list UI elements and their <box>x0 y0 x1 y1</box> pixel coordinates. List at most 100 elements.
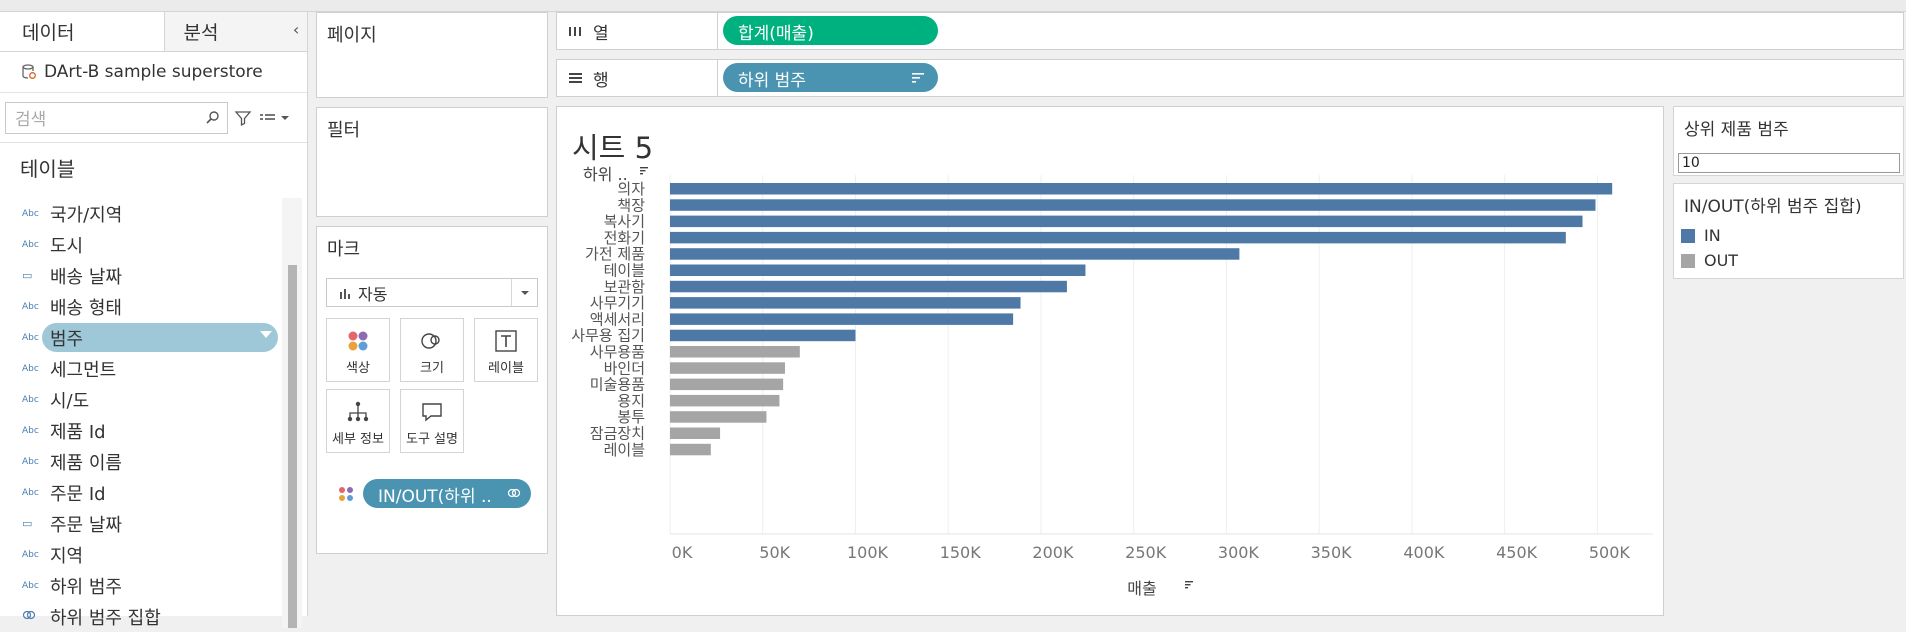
field-label: 도시 <box>50 235 84 257</box>
bar-17[interactable] <box>670 443 711 456</box>
y-category-label[interactable]: 잠금장치 <box>590 425 645 443</box>
sheet-title: 시트 5 <box>572 125 653 167</box>
field-label: 시/도 <box>50 390 90 412</box>
pages-card[interactable]: 페이지 <box>316 12 548 98</box>
bar-7[interactable] <box>670 280 1067 293</box>
field-item-state[interactable]: Abc 시/도 <box>0 384 282 415</box>
bar-6[interactable] <box>670 264 1086 277</box>
search-row: 검색 <box>0 93 307 143</box>
y-category-label[interactable]: 레이블 <box>604 441 645 459</box>
field-item-segment[interactable]: Abc 세그먼트 <box>0 353 282 384</box>
y-category-label[interactable]: 보관함 <box>604 278 646 296</box>
y-category-label[interactable]: 책장 <box>617 196 645 214</box>
legend-item-out[interactable]: OUT <box>1674 248 1903 273</box>
field-item-sub-category[interactable]: Abc 하위 범주 <box>0 570 282 601</box>
x-tick-label: 350K <box>1311 543 1353 562</box>
bar-11[interactable] <box>670 346 800 358</box>
field-item-order-date[interactable]: ▭ 주문 날짜 <box>0 508 282 539</box>
y-category-label[interactable]: 봉투 <box>617 408 645 426</box>
tooltip-button[interactable]: 도구 설명 <box>400 389 464 453</box>
y-category-label[interactable]: 사무용품 <box>590 343 645 361</box>
field-label: 하위 범주 <box>50 576 122 598</box>
color-button[interactable]: 색상 <box>326 318 390 382</box>
field-label: 국가/지역 <box>50 204 123 226</box>
size-button[interactable]: 크기 <box>400 318 464 382</box>
y-category-label[interactable]: 바인더 <box>604 359 645 377</box>
view-options-icon[interactable] <box>258 109 290 127</box>
row-header-sort-icon[interactable] <box>640 167 648 175</box>
y-category-label[interactable]: 사무기기 <box>590 294 645 312</box>
mark-type-dropdown[interactable]: 자동 <box>326 278 538 307</box>
legend-label-in: IN <box>1704 226 1721 245</box>
row-header-sub-category[interactable]: 하위 .. <box>583 165 628 184</box>
bar-3[interactable] <box>670 215 1583 228</box>
y-category-label[interactable]: 의자 <box>617 180 645 198</box>
bar-15[interactable] <box>670 411 767 423</box>
label-button[interactable]: 레이블 <box>474 318 538 382</box>
columns-pill-sum-sales[interactable]: 합계(매출) <box>723 16 938 45</box>
chart-gridlines <box>669 175 1598 534</box>
search-input[interactable]: 검색 <box>5 101 228 134</box>
y-category-label[interactable]: 복사기 <box>604 213 645 231</box>
string-type-icon: Abc <box>22 363 39 374</box>
y-category-label[interactable]: 미술용품 <box>590 376 645 394</box>
columns-label-text: 열 <box>593 23 609 44</box>
x-tick-label: 100K <box>847 543 889 562</box>
bar-10[interactable] <box>670 329 856 342</box>
collapse-pane-button[interactable]: ‹ <box>285 12 308 51</box>
field-item-sub-category-set[interactable]: 하위 범주 집합 <box>0 601 282 632</box>
chart-bars <box>670 183 1613 456</box>
tab-data[interactable]: 데이터 <box>0 12 166 51</box>
bar-14[interactable] <box>670 394 780 407</box>
y-category-label[interactable]: 사무용 집기 <box>571 327 645 345</box>
field-item-region[interactable]: Abc 지역 <box>0 539 282 570</box>
tooltip-button-label: 도구 설명 <box>406 432 458 447</box>
field-item-order-id[interactable]: Abc 주문 Id <box>0 477 282 508</box>
scrollbar-thumb[interactable] <box>288 265 297 628</box>
field-label: 주문 날짜 <box>50 514 122 536</box>
y-category-label[interactable]: 테이블 <box>604 262 645 280</box>
detail-button[interactable]: 세부 정보 <box>326 389 390 453</box>
datasource-icon <box>22 64 36 79</box>
field-menu-arrow-icon[interactable] <box>260 331 272 338</box>
bar-2[interactable] <box>670 199 1596 211</box>
field-item-city[interactable]: Abc 도시 <box>0 229 282 260</box>
datasource-item[interactable]: DArt-B sample superstore <box>0 52 307 93</box>
filter-icon[interactable] <box>234 109 252 127</box>
y-category-label[interactable]: 가전 제품 <box>585 245 645 263</box>
marks-color-pill[interactable]: IN/OUT(하위 .. <box>363 479 531 508</box>
bar-1[interactable] <box>670 183 1613 195</box>
y-category-label[interactable]: 액세서리 <box>590 310 645 328</box>
legend-item-in[interactable]: IN <box>1674 223 1903 248</box>
bar-13[interactable] <box>670 378 784 391</box>
bar-5[interactable] <box>670 248 1240 260</box>
rows-pill-sub-category[interactable]: 하위 범주 <box>723 63 938 92</box>
rows-shelf[interactable]: 행 하위 범주 <box>556 59 1904 97</box>
field-item-category[interactable]: Abc 범주 <box>0 322 282 353</box>
legend-swatch-in <box>1681 228 1695 243</box>
bar-12[interactable] <box>670 362 785 374</box>
field-item-product-name[interactable]: Abc 제품 이름 <box>0 446 282 477</box>
field-item-product-id[interactable]: Abc 제품 Id <box>0 415 282 446</box>
y-category-label[interactable]: 전화기 <box>604 229 645 247</box>
bar-16[interactable] <box>670 427 721 440</box>
bar-9[interactable] <box>670 313 1014 325</box>
field-item-ship-mode[interactable]: Abc 배송 형태 <box>0 291 282 322</box>
size-icon <box>421 333 440 349</box>
bar-4[interactable] <box>670 231 1566 244</box>
x-axis-sort-icon[interactable] <box>1185 581 1193 589</box>
set-link-icon <box>507 488 521 498</box>
color-encoding-icon <box>339 487 353 501</box>
field-label: 지역 <box>50 545 84 567</box>
field-label: 제품 Id <box>50 421 106 443</box>
y-category-label[interactable]: 용지 <box>617 392 645 410</box>
tab-analytics[interactable]: 분석 <box>165 12 286 51</box>
field-item-country[interactable]: Abc 국가/지역 <box>0 198 282 229</box>
filters-card[interactable]: 필터 <box>316 107 548 217</box>
x-axis-title[interactable]: 매출 <box>1127 579 1156 598</box>
bar-8[interactable] <box>670 297 1021 309</box>
columns-shelf[interactable]: 열 합계(매출) <box>556 12 1904 50</box>
parameter-input[interactable]: 10 <box>1678 153 1900 173</box>
field-item-ship-date[interactable]: ▭ 배송 날짜 <box>0 260 282 291</box>
